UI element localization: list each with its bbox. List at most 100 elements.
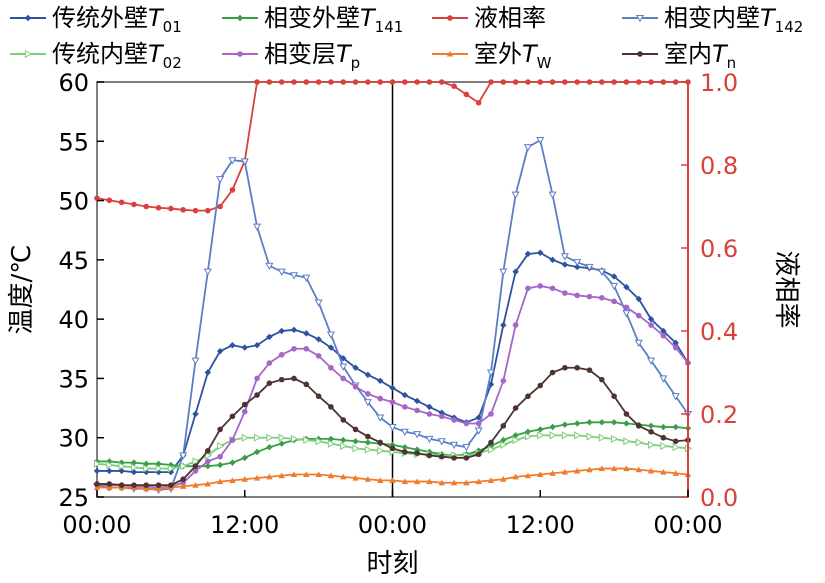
data-point bbox=[328, 364, 334, 371]
data-point bbox=[647, 467, 655, 474]
data-point bbox=[486, 369, 496, 377]
data-point bbox=[130, 459, 138, 466]
data-point bbox=[241, 454, 248, 462]
data-point bbox=[610, 419, 618, 426]
data-point bbox=[204, 451, 213, 460]
data-point bbox=[118, 482, 125, 488]
data-point bbox=[180, 207, 186, 213]
data-point bbox=[451, 417, 457, 423]
data-point bbox=[143, 482, 150, 488]
data-point bbox=[488, 79, 494, 85]
data-point bbox=[24, 49, 33, 59]
data-point bbox=[537, 283, 544, 289]
data-point bbox=[561, 431, 570, 440]
data-point bbox=[265, 262, 274, 271]
data-point bbox=[672, 438, 679, 445]
data-point bbox=[672, 470, 679, 476]
data-point bbox=[241, 476, 248, 482]
data-point bbox=[203, 268, 212, 276]
data-point bbox=[192, 481, 199, 488]
data-point bbox=[400, 428, 409, 437]
data-point bbox=[463, 91, 470, 98]
data-point bbox=[426, 452, 433, 459]
data-point bbox=[291, 79, 297, 85]
data-point bbox=[635, 423, 642, 429]
data-point bbox=[315, 353, 322, 359]
data-point bbox=[536, 137, 545, 145]
data-point bbox=[106, 460, 114, 470]
data-point bbox=[574, 364, 580, 371]
data-point bbox=[623, 304, 630, 311]
y2-tick-label: 0.0 bbox=[700, 484, 738, 512]
right-axis: 0.0 0.2 0.4 0.6 0.8 1.0 bbox=[681, 69, 738, 512]
data-point bbox=[237, 51, 243, 57]
data-point bbox=[217, 203, 223, 210]
data-point bbox=[562, 364, 568, 371]
data-point bbox=[488, 411, 494, 417]
data-point bbox=[340, 441, 348, 451]
data-point bbox=[475, 478, 482, 485]
data-point bbox=[389, 399, 396, 405]
data-point bbox=[278, 472, 285, 479]
data-point bbox=[511, 191, 520, 199]
data-point bbox=[573, 467, 581, 474]
data-point bbox=[660, 332, 667, 339]
data-point bbox=[364, 439, 372, 446]
data-point bbox=[573, 263, 581, 271]
data-point bbox=[204, 480, 212, 487]
data-point bbox=[647, 315, 655, 323]
data-point bbox=[611, 79, 617, 85]
data-point bbox=[414, 450, 420, 456]
data-point bbox=[290, 434, 299, 443]
data-point bbox=[389, 79, 396, 85]
data-point bbox=[168, 205, 174, 212]
data-point bbox=[500, 440, 508, 449]
y2-tick-label: 1.0 bbox=[700, 69, 738, 97]
data-point bbox=[364, 445, 373, 454]
data-point bbox=[623, 420, 630, 427]
data-point bbox=[155, 468, 162, 476]
data-point bbox=[586, 432, 594, 441]
data-point bbox=[610, 282, 619, 291]
data-point bbox=[660, 468, 667, 475]
data-point bbox=[549, 256, 556, 264]
data-point bbox=[450, 441, 459, 450]
data-point bbox=[24, 14, 32, 22]
data-point bbox=[671, 393, 680, 401]
data-point bbox=[537, 431, 545, 440]
data-point bbox=[438, 453, 445, 460]
legend-item: 传统外壁T01 bbox=[10, 4, 182, 36]
data-point bbox=[93, 467, 101, 475]
data-point bbox=[143, 203, 150, 210]
data-point bbox=[266, 333, 273, 341]
data-point bbox=[537, 471, 544, 478]
legend-item: 相变层Tp bbox=[222, 40, 360, 72]
data-point bbox=[377, 79, 383, 85]
data-point bbox=[365, 433, 371, 440]
data-point bbox=[388, 423, 397, 432]
data-point bbox=[635, 466, 642, 473]
data-point bbox=[130, 468, 138, 476]
data-point bbox=[240, 158, 249, 166]
y2-tick-label: 0.4 bbox=[700, 318, 738, 346]
data-point bbox=[672, 423, 679, 431]
data-point bbox=[365, 391, 371, 397]
data-point bbox=[155, 204, 162, 211]
data-point bbox=[303, 330, 310, 337]
data-point bbox=[328, 404, 334, 410]
data-point bbox=[278, 351, 285, 358]
data-point bbox=[451, 455, 457, 461]
data-point bbox=[266, 360, 273, 366]
legend-item: 相变内壁T142 bbox=[622, 4, 803, 36]
data-point bbox=[278, 440, 285, 447]
legend-label: 相变内壁T142 bbox=[664, 4, 803, 36]
data-point bbox=[635, 295, 642, 303]
data-point bbox=[537, 249, 544, 256]
data-point bbox=[118, 199, 125, 206]
data-point bbox=[623, 283, 630, 291]
data-point bbox=[402, 449, 408, 455]
data-point bbox=[599, 295, 605, 301]
data-point bbox=[647, 422, 655, 430]
data-point bbox=[475, 420, 482, 427]
data-point bbox=[634, 339, 643, 348]
